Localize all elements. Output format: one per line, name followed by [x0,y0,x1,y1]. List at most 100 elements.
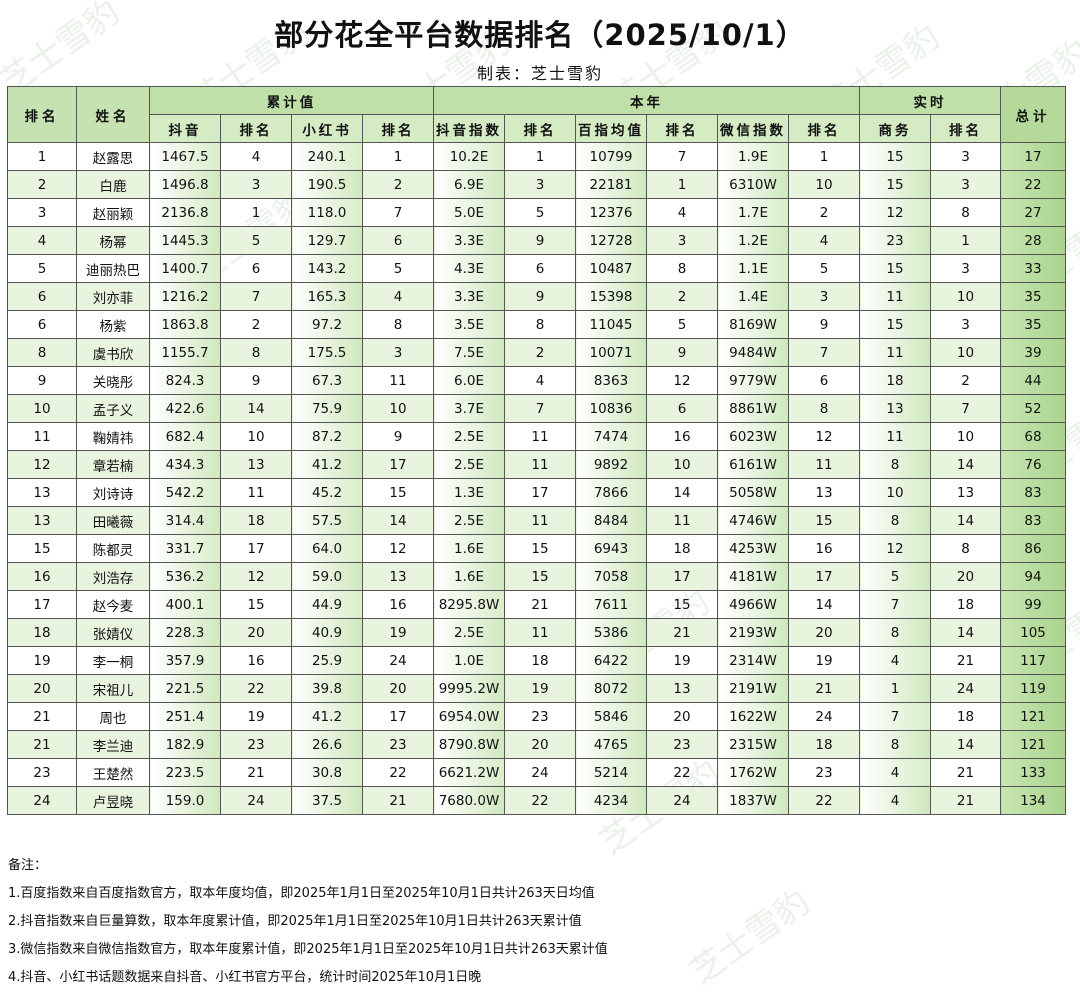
table-cell: 3 [930,254,1001,283]
table-cell: 8 [859,450,931,479]
total-cell: 27 [1000,198,1066,227]
table-row: 2 白鹿 1496.8 3 190.5 2 6.9E 3 22181 1 6310W 10 15 3 22 [7,170,1066,199]
table-cell: 3 [646,226,718,255]
table-cell: 129.7 [291,226,363,255]
total-cell: 119 [1000,674,1066,703]
table-row: 24 卢昱晓 159.0 24 37.5 21 7680.0W 22 4234 24 1837W 22… [7,786,1066,815]
table-cell: 2 [930,366,1001,395]
table-cell: 9 [788,310,860,339]
table-row: 21 周也 251.4 19 41.2 17 6954.0W 23 5846 20 1622W 24 7… [7,702,1066,731]
table-cell: 6161W [717,450,789,479]
name-cell: 赵今麦 [76,590,150,619]
table-cell: 1.7E [717,198,789,227]
table-cell: 4746W [717,506,789,535]
table-cell: 6 [220,254,292,283]
table-cell: 12376 [575,198,647,227]
total-cell: 68 [1000,422,1066,451]
name-cell: 迪丽热巴 [76,254,150,283]
table-cell: 23 [362,730,434,759]
total-cell: 134 [1000,786,1066,815]
table-cell: 41.2 [291,702,363,731]
table-row: 20 宋祖儿 221.5 22 39.8 20 9995.2W 19 8072 13 2191W 21… [7,674,1066,703]
table-cell: 13 [788,478,860,507]
table-cell: 8363 [575,366,647,395]
header-rank: 排名 [7,86,77,143]
table-cell: 422.6 [149,394,221,423]
table-cell: 6 [788,366,860,395]
table-row: 6 刘亦菲 1216.2 7 165.3 4 3.3E 9 15398 2 1.4E 3 11 10 35 [7,282,1066,311]
total-cell: 17 [1000,142,1066,171]
table-cell: 10799 [575,142,647,171]
table-cell: 3 [362,338,434,367]
table-cell: 13 [646,674,718,703]
table-cell: 8295.8W [433,590,505,619]
table-cell: 14 [930,618,1001,647]
table-cell: 11 [504,422,576,451]
note-line: 2.抖音指数来自巨量算数，取本年度累计值，即2025年1月1日至2025年10月… [8,914,582,929]
table-cell: 2.5E [433,506,505,535]
table-cell: 12728 [575,226,647,255]
table-cell: 7 [220,282,292,311]
table-cell: 4 [788,226,860,255]
table-cell: 21 [362,786,434,815]
table-cell: 5058W [717,478,789,507]
table-cell: 24 [362,646,434,675]
sub-header-cell: 商务 [859,114,931,143]
table-cell: 1.6E [433,562,505,591]
table-cell: 26.6 [291,730,363,759]
table-cell: 4 [220,142,292,171]
header-group-year: 本年 [433,86,860,115]
table-cell: 221.5 [149,674,221,703]
header-group-realtime: 实时 [859,86,1001,115]
table-cell: 23 [7,758,77,787]
name-cell: 杨紫 [76,310,150,339]
sub-header-cell: 排名 [220,114,292,143]
table-cell: 10 [646,450,718,479]
table-cell: 41.2 [291,450,363,479]
table-cell: 1.2E [717,226,789,255]
table-cell: 3.7E [433,394,505,423]
table-cell: 23 [220,730,292,759]
table-cell: 14 [220,394,292,423]
table-cell: 16 [646,422,718,451]
table-cell: 314.4 [149,506,221,535]
table-cell: 22 [220,674,292,703]
name-cell: 白鹿 [76,170,150,199]
table-cell: 5214 [575,758,647,787]
table-cell: 9 [362,422,434,451]
table-cell: 1 [930,226,1001,255]
table-cell: 5 [7,254,77,283]
total-cell: 133 [1000,758,1066,787]
table-cell: 64.0 [291,534,363,563]
table-cell: 240.1 [291,142,363,171]
sub-header-cell: 微信指数 [717,114,789,143]
total-cell: 76 [1000,450,1066,479]
table-cell: 9779W [717,366,789,395]
table-cell: 8 [220,338,292,367]
name-cell: 张婧仪 [76,618,150,647]
name-cell: 赵丽颖 [76,198,150,227]
table-row: 13 刘诗诗 542.2 11 45.2 15 1.3E 17 7866 14 5058W 13 10 1… [7,478,1066,507]
table-cell: 14 [930,730,1001,759]
table-cell: 20 [7,674,77,703]
page-title: 部分花全平台数据排名（2025/10/1） [274,18,806,52]
table-cell: 1.0E [433,646,505,675]
table-cell: 682.4 [149,422,221,451]
table-cell: 24 [504,758,576,787]
table-cell: 6.0E [433,366,505,395]
table-cell: 11 [646,506,718,535]
table-cell: 22 [504,786,576,815]
table-cell: 15 [859,310,931,339]
table-cell: 1 [859,674,931,703]
table-cell: 12 [788,422,860,451]
table-cell: 2 [788,198,860,227]
table-cell: 4 [859,758,931,787]
table-cell: 10071 [575,338,647,367]
table-cell: 12 [646,366,718,395]
table-cell: 8 [362,310,434,339]
table-cell: 2136.8 [149,198,221,227]
table-cell: 15 [504,534,576,563]
table-cell: 14 [930,506,1001,535]
table-cell: 11 [362,366,434,395]
table-cell: 7 [646,142,718,171]
